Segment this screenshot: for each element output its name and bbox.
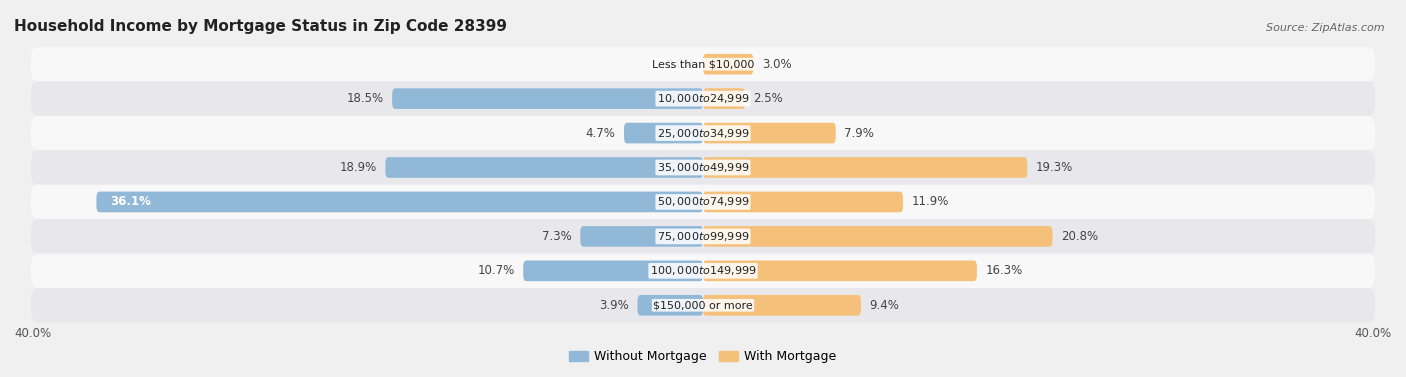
Text: 40.0%: 40.0%: [14, 326, 51, 340]
Text: 7.3%: 7.3%: [543, 230, 572, 243]
Text: $25,000 to $34,999: $25,000 to $34,999: [657, 127, 749, 139]
FancyBboxPatch shape: [703, 226, 1053, 247]
Text: Source: ZipAtlas.com: Source: ZipAtlas.com: [1267, 23, 1385, 33]
FancyBboxPatch shape: [31, 81, 1375, 116]
FancyBboxPatch shape: [703, 192, 903, 212]
FancyBboxPatch shape: [703, 88, 745, 109]
FancyBboxPatch shape: [624, 123, 703, 143]
Text: 10.7%: 10.7%: [478, 264, 515, 277]
Text: 40.0%: 40.0%: [1355, 326, 1392, 340]
FancyBboxPatch shape: [31, 219, 1375, 254]
FancyBboxPatch shape: [523, 261, 703, 281]
FancyBboxPatch shape: [703, 261, 977, 281]
Text: 7.9%: 7.9%: [844, 127, 875, 139]
FancyBboxPatch shape: [31, 288, 1375, 322]
Text: 18.5%: 18.5%: [347, 92, 384, 105]
FancyBboxPatch shape: [703, 54, 754, 75]
Legend: Without Mortgage, With Mortgage: Without Mortgage, With Mortgage: [564, 345, 842, 368]
FancyBboxPatch shape: [637, 295, 703, 316]
Text: 4.7%: 4.7%: [586, 127, 616, 139]
FancyBboxPatch shape: [703, 123, 835, 143]
Text: $50,000 to $74,999: $50,000 to $74,999: [657, 195, 749, 208]
Text: 19.3%: 19.3%: [1036, 161, 1073, 174]
Text: 0.0%: 0.0%: [665, 58, 695, 70]
FancyBboxPatch shape: [703, 157, 1028, 178]
FancyBboxPatch shape: [31, 254, 1375, 288]
Text: $10,000 to $24,999: $10,000 to $24,999: [657, 92, 749, 105]
Text: 3.0%: 3.0%: [762, 58, 792, 70]
Text: $150,000 or more: $150,000 or more: [654, 300, 752, 310]
Text: $35,000 to $49,999: $35,000 to $49,999: [657, 161, 749, 174]
FancyBboxPatch shape: [31, 47, 1375, 81]
Text: Household Income by Mortgage Status in Zip Code 28399: Household Income by Mortgage Status in Z…: [14, 19, 508, 34]
Text: 18.9%: 18.9%: [340, 161, 377, 174]
Text: 2.5%: 2.5%: [754, 92, 783, 105]
FancyBboxPatch shape: [97, 192, 703, 212]
FancyBboxPatch shape: [31, 116, 1375, 150]
FancyBboxPatch shape: [581, 226, 703, 247]
FancyBboxPatch shape: [703, 295, 860, 316]
Text: $75,000 to $99,999: $75,000 to $99,999: [657, 230, 749, 243]
Text: 9.4%: 9.4%: [869, 299, 900, 312]
Text: 36.1%: 36.1%: [110, 195, 150, 208]
FancyBboxPatch shape: [385, 157, 703, 178]
Text: 20.8%: 20.8%: [1062, 230, 1098, 243]
FancyBboxPatch shape: [392, 88, 703, 109]
Text: Less than $10,000: Less than $10,000: [652, 59, 754, 69]
Text: 3.9%: 3.9%: [599, 299, 628, 312]
Text: $100,000 to $149,999: $100,000 to $149,999: [650, 264, 756, 277]
Text: 16.3%: 16.3%: [986, 264, 1022, 277]
Text: 11.9%: 11.9%: [911, 195, 949, 208]
FancyBboxPatch shape: [31, 150, 1375, 185]
FancyBboxPatch shape: [31, 185, 1375, 219]
